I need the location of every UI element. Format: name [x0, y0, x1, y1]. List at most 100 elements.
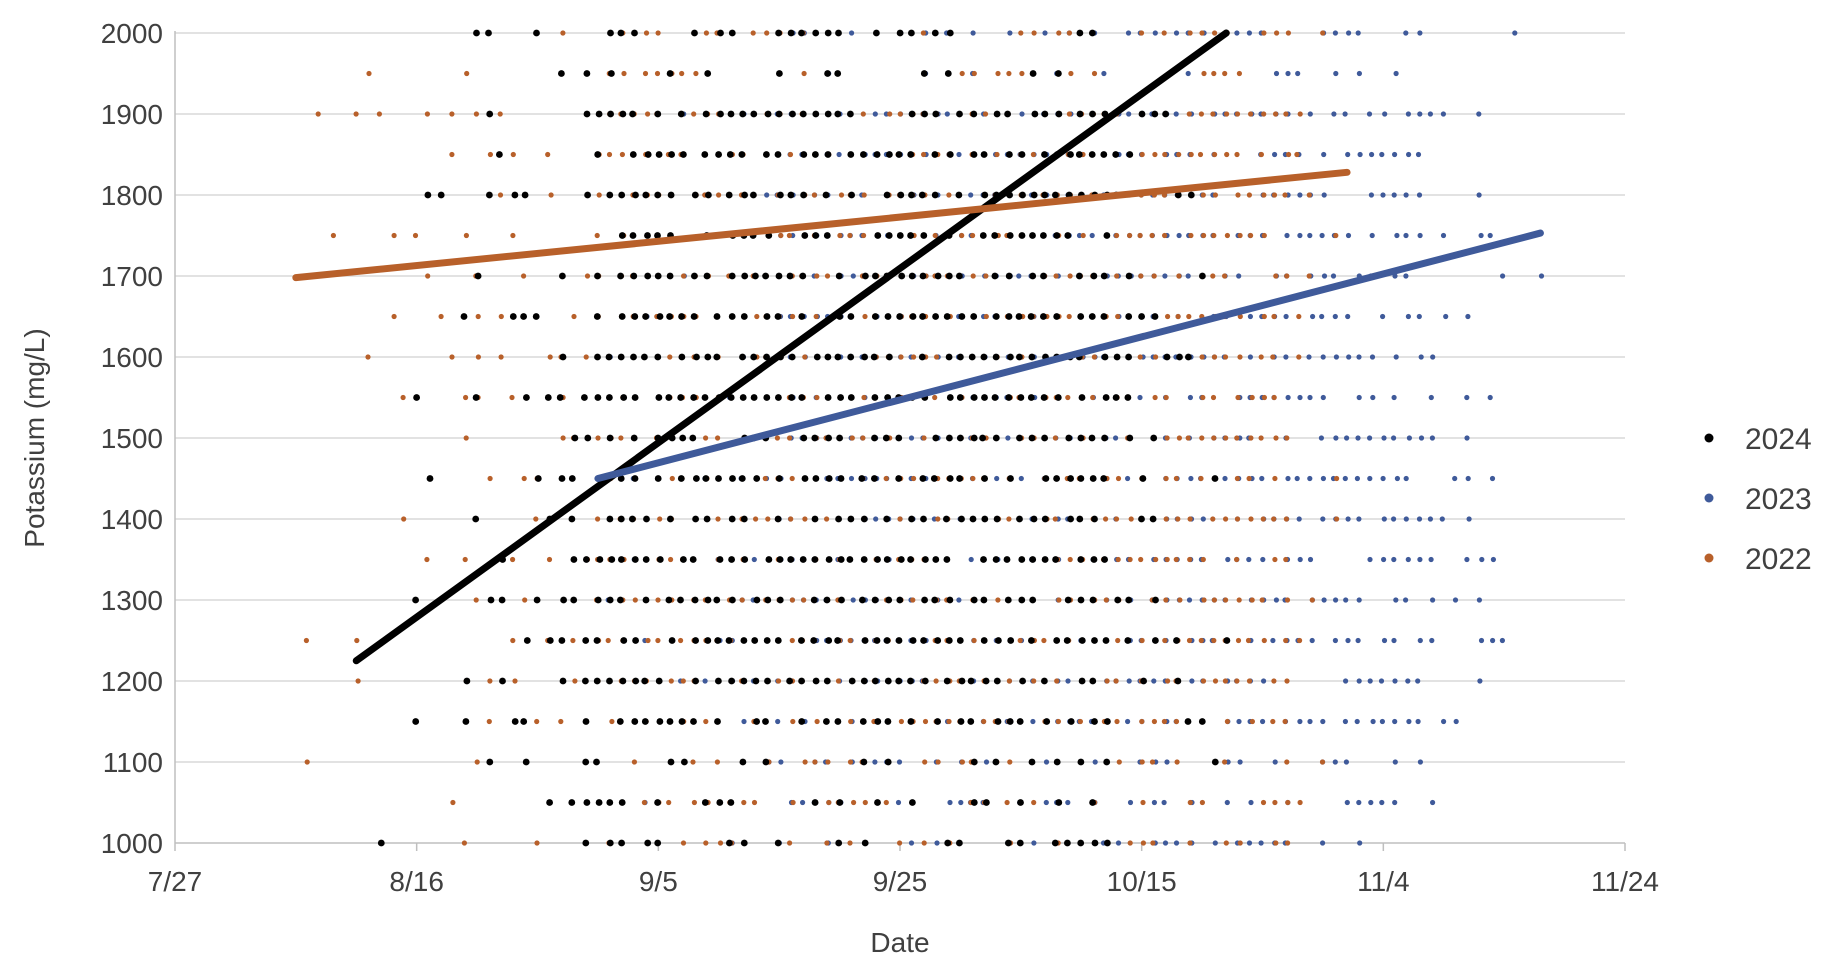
scatter-point — [1318, 435, 1324, 441]
scatter-point — [1090, 272, 1098, 280]
scatter-point — [463, 677, 471, 685]
scatter-point — [607, 29, 614, 37]
scatter-point — [1138, 273, 1144, 279]
scatter-point — [1345, 637, 1351, 644]
scatter-point — [1367, 475, 1373, 482]
scatter-point — [1092, 759, 1098, 765]
scatter-point — [705, 191, 712, 199]
scatter-point — [1162, 110, 1169, 118]
scatter-point — [703, 272, 711, 280]
scatter-point — [862, 272, 869, 280]
scatter-point — [944, 111, 950, 117]
scatter-point — [836, 151, 842, 158]
scatter-point — [618, 839, 625, 847]
scatter-point — [896, 596, 904, 604]
scatter-point — [1234, 678, 1240, 684]
scatter-point — [1187, 191, 1195, 199]
scatter-point — [859, 718, 867, 725]
scatter-point — [486, 191, 493, 199]
scatter-point — [787, 556, 795, 563]
scatter-point — [967, 677, 975, 685]
scatter-point — [848, 475, 855, 482]
scatter-point — [921, 840, 927, 846]
scatter-point — [1258, 151, 1264, 158]
scatter-point — [909, 799, 916, 806]
scatter-point — [799, 556, 807, 563]
scatter-point — [449, 151, 455, 158]
scatter-point — [1210, 273, 1216, 279]
trendlines — [292, 29, 1544, 665]
scatter-point — [1258, 354, 1264, 360]
scatter-point — [606, 799, 614, 806]
scatter-point — [582, 758, 590, 766]
scatter-point — [1199, 435, 1205, 441]
scatter-point — [645, 637, 651, 644]
scatter-point — [547, 354, 553, 360]
scatter-point — [666, 70, 674, 77]
scatter-point — [1356, 597, 1362, 603]
scatter-point — [1016, 273, 1022, 279]
scatter-point — [1391, 556, 1397, 563]
scatter-point — [1139, 718, 1145, 725]
scatter-point — [582, 839, 590, 847]
scatter-point — [763, 637, 771, 644]
scatter-point — [1415, 718, 1421, 725]
scatter-point — [1089, 596, 1097, 604]
scatter-point — [874, 232, 882, 239]
scatter-point — [1162, 273, 1168, 279]
scatter-point — [678, 637, 684, 644]
scatter-point — [487, 151, 493, 158]
scatter-point — [438, 313, 444, 320]
scatter-point — [1066, 30, 1072, 36]
scatter-point — [1151, 313, 1159, 320]
scatter-point — [1005, 435, 1011, 441]
scatter-point — [522, 758, 530, 766]
scatter-point — [1392, 799, 1398, 806]
scatter-point — [824, 110, 832, 118]
scatter-point — [584, 434, 592, 442]
scatter-point — [449, 111, 455, 117]
scatter-point — [1245, 637, 1252, 644]
scatter-point — [678, 313, 685, 320]
scatter-point — [873, 516, 879, 522]
scatter-point — [798, 394, 806, 401]
scatter-point — [1319, 232, 1325, 239]
scatter-point — [1236, 70, 1242, 77]
scatter-point — [679, 70, 685, 77]
scatter-point — [1248, 516, 1254, 522]
scatter-point — [1428, 394, 1434, 401]
scatter-point — [497, 111, 503, 117]
scatter-point — [1030, 191, 1038, 199]
scatter-point — [1151, 718, 1157, 725]
scatter-point — [703, 435, 709, 441]
scatter-point — [570, 637, 576, 644]
scatter-point — [860, 111, 866, 117]
scatter-point — [811, 799, 819, 806]
scatter-point — [970, 394, 978, 401]
scatter-point — [691, 29, 698, 37]
scatter-point — [1091, 70, 1098, 77]
scatter-point — [1538, 273, 1545, 279]
scatter-point — [788, 353, 796, 361]
scatter-point — [1274, 30, 1280, 36]
scatter-point — [847, 110, 854, 118]
scatter-point — [970, 313, 978, 320]
scatter-point — [883, 515, 891, 523]
scatter-point — [545, 151, 551, 158]
scatter-point — [908, 110, 916, 118]
scatter-point — [992, 434, 1000, 442]
scatter-point — [1031, 840, 1037, 846]
scatter-point — [1126, 678, 1132, 684]
scatter-point — [1104, 839, 1111, 847]
scatter-point — [836, 434, 843, 442]
scatter-point — [655, 637, 661, 644]
scatter-point — [1284, 597, 1291, 603]
scatter-point — [740, 637, 748, 644]
scatter-point — [1040, 272, 1047, 280]
scatter-point — [412, 232, 419, 239]
scatter-point — [992, 313, 1000, 320]
scatter-point — [1223, 840, 1229, 846]
scatter-point — [1103, 758, 1111, 766]
scatter-point — [1152, 596, 1159, 604]
scatter-point — [774, 151, 782, 158]
